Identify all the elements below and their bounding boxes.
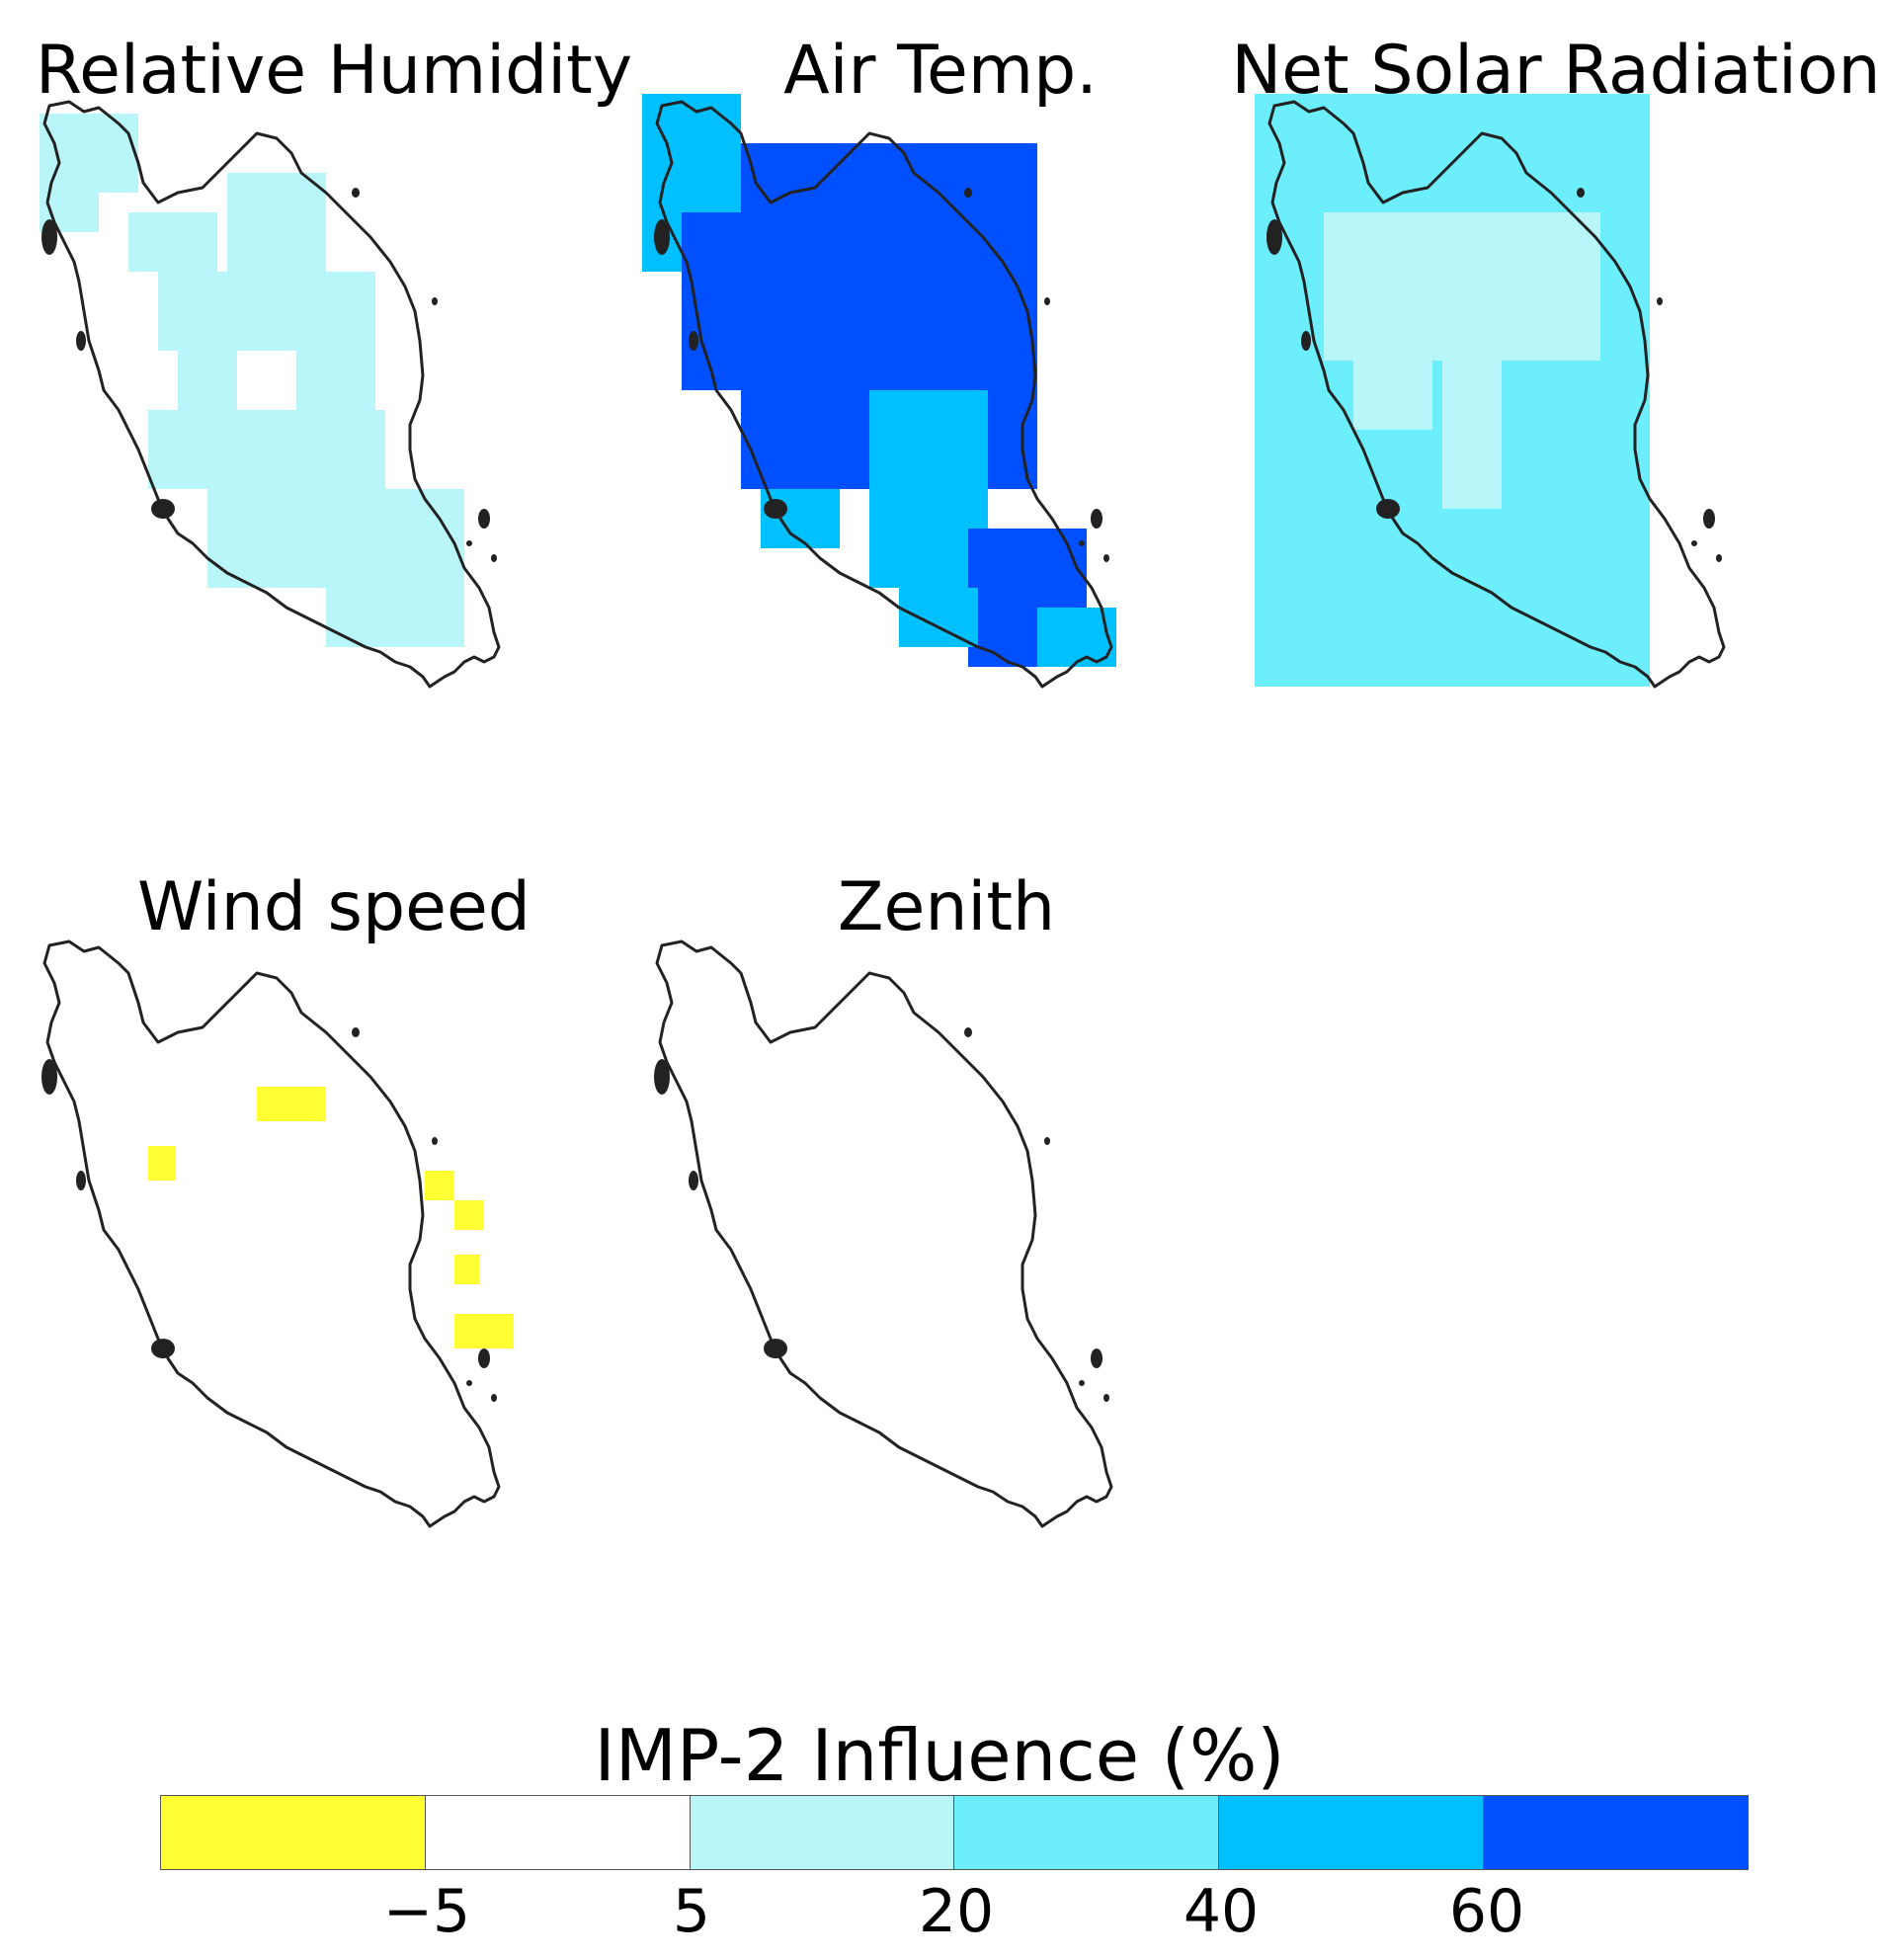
island — [1577, 188, 1585, 198]
island — [478, 509, 490, 529]
map-net-solar-radiation — [1255, 94, 1726, 689]
colorbar-segment — [1219, 1796, 1485, 1869]
island — [41, 219, 57, 255]
island — [1103, 554, 1109, 562]
coastline — [42, 939, 501, 1528]
colorbar-segment — [690, 1796, 955, 1869]
island — [1044, 297, 1050, 305]
panel-title-zenith: Zenith — [837, 868, 1056, 946]
grid-cell — [257, 1087, 326, 1121]
coastline — [1267, 100, 1726, 689]
island — [964, 188, 972, 198]
panel-title-relative-humidity: Relative Humidity — [35, 32, 633, 110]
grid-cell — [40, 114, 138, 193]
colorbar-title: IMP-2 Influence (%) — [594, 1714, 1285, 1797]
panel-title-net-solar-radiation: Net Solar Radiation — [1231, 32, 1878, 110]
island — [1079, 1380, 1085, 1386]
coastline — [655, 939, 1113, 1528]
grid-cell — [158, 272, 375, 351]
island — [491, 1394, 497, 1402]
island — [1103, 1394, 1109, 1402]
island — [466, 1380, 472, 1386]
grid-cell — [682, 212, 741, 390]
colorbar-segment — [1484, 1796, 1748, 1869]
panel-title-wind-speed: Wind speed — [137, 868, 531, 946]
colorbar-tick: 60 — [1448, 1877, 1525, 1946]
grid-cell — [296, 351, 375, 410]
panel-title-air-temp: Air Temp. — [783, 32, 1098, 110]
island — [491, 554, 497, 562]
island — [689, 331, 698, 351]
island — [76, 1171, 86, 1190]
island — [466, 540, 472, 546]
colorbar-tick: 5 — [672, 1877, 711, 1946]
island — [1301, 331, 1311, 351]
island — [352, 1027, 360, 1037]
island — [1044, 1137, 1050, 1145]
map-relative-humidity — [40, 100, 501, 689]
island — [151, 1339, 175, 1358]
island — [1691, 540, 1697, 546]
coastline — [42, 100, 501, 689]
island — [1091, 509, 1102, 529]
grid-cell — [425, 1171, 454, 1200]
colorbar-tick: 40 — [1183, 1877, 1260, 1946]
grid-cell — [148, 410, 385, 489]
island — [689, 1171, 698, 1190]
island — [151, 499, 175, 519]
grid-cell — [454, 1314, 514, 1348]
grid-cell — [454, 1255, 479, 1284]
grid-cell — [128, 212, 217, 272]
colorbar-segment — [161, 1796, 426, 1869]
island — [432, 1137, 438, 1145]
island — [1376, 499, 1400, 519]
colorbar — [160, 1795, 1749, 1870]
island — [764, 499, 787, 519]
island — [1703, 509, 1715, 529]
coastline — [655, 100, 1113, 689]
island — [478, 1348, 490, 1368]
colorbar-segment — [425, 1796, 691, 1869]
island — [964, 1027, 972, 1037]
island — [76, 331, 86, 351]
island — [1079, 540, 1085, 546]
grid-cell — [1353, 351, 1432, 430]
island — [764, 1339, 787, 1358]
grid-cell — [148, 1146, 176, 1181]
grid-cell — [207, 489, 464, 588]
grid-cell — [178, 351, 237, 410]
island — [352, 188, 360, 198]
island — [654, 219, 670, 255]
colorbar-tick: 20 — [918, 1877, 995, 1946]
grid-cell — [899, 588, 978, 647]
grid-cell — [1442, 351, 1502, 509]
map-zenith — [654, 939, 1113, 1528]
map-wind-speed — [41, 939, 514, 1528]
island — [432, 297, 438, 305]
map-air-temp — [642, 94, 1116, 689]
grid-cell — [454, 1200, 484, 1230]
island — [1091, 1348, 1102, 1368]
colorbar-segment — [954, 1796, 1220, 1869]
grid-cell — [227, 173, 326, 272]
island — [654, 1059, 670, 1095]
island — [1266, 219, 1282, 255]
grid-cell — [1324, 212, 1600, 361]
island — [41, 1059, 57, 1095]
island — [1657, 297, 1663, 305]
colorbar-tick: −5 — [382, 1877, 471, 1946]
island — [1716, 554, 1722, 562]
